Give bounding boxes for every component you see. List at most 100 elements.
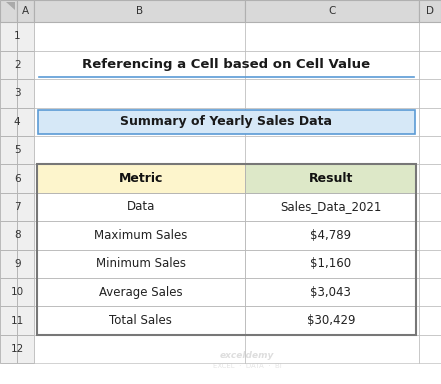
Bar: [34, 335, 245, 363]
Polygon shape: [6, 2, 15, 10]
Bar: [245, 136, 419, 164]
Bar: [245, 193, 416, 221]
Bar: [34, 250, 245, 278]
Bar: [34, 193, 245, 221]
Bar: [419, 164, 441, 193]
Bar: [0, 278, 17, 306]
Bar: [419, 0, 441, 22]
Bar: [245, 79, 419, 108]
Bar: [17, 164, 34, 193]
Text: 12: 12: [11, 344, 24, 354]
Text: 6: 6: [14, 174, 21, 184]
Bar: [419, 278, 441, 306]
Bar: [0, 22, 17, 51]
Bar: [0, 306, 17, 335]
Bar: [0, 164, 17, 193]
Bar: [17, 221, 34, 250]
Bar: [17, 0, 34, 22]
Text: 11: 11: [11, 316, 24, 326]
Bar: [0, 335, 17, 363]
Text: $1,160: $1,160: [310, 257, 351, 270]
Bar: [17, 51, 34, 79]
Bar: [17, 22, 34, 51]
Bar: [34, 306, 245, 335]
Bar: [17, 136, 34, 164]
Bar: [0, 250, 17, 278]
Bar: [0, 193, 17, 221]
Bar: [34, 136, 245, 164]
Text: $3,043: $3,043: [310, 286, 351, 299]
Text: A: A: [22, 6, 29, 16]
Bar: [419, 193, 441, 221]
Text: C: C: [328, 6, 336, 16]
Bar: [34, 108, 245, 136]
Bar: [34, 278, 245, 306]
Text: EXCEL  ·  DATA  ·  BI: EXCEL · DATA · BI: [213, 363, 281, 369]
Text: $30,429: $30,429: [306, 314, 355, 327]
Text: Data: Data: [127, 200, 155, 214]
Bar: [245, 250, 416, 278]
Text: 1: 1: [14, 31, 21, 41]
Bar: [34, 79, 245, 108]
Text: D: D: [426, 6, 434, 16]
Text: 3: 3: [14, 88, 21, 98]
Bar: [17, 193, 34, 221]
Bar: [34, 22, 245, 51]
Bar: [34, 0, 245, 22]
Bar: [0, 221, 17, 250]
Bar: [17, 335, 34, 363]
Bar: [17, 79, 34, 108]
Bar: [0, 51, 17, 79]
Text: 10: 10: [11, 287, 24, 297]
Bar: [245, 164, 416, 193]
Text: 4: 4: [14, 117, 21, 127]
Text: Referencing a Cell based on Cell Value: Referencing a Cell based on Cell Value: [82, 58, 370, 71]
Bar: [419, 79, 441, 108]
Text: Total Sales: Total Sales: [109, 314, 172, 327]
Bar: [17, 278, 34, 306]
Text: 8: 8: [14, 230, 21, 240]
Bar: [245, 221, 419, 250]
Bar: [245, 193, 419, 221]
Bar: [245, 250, 419, 278]
Text: Summary of Yearly Sales Data: Summary of Yearly Sales Data: [120, 115, 333, 128]
Bar: [37, 278, 245, 306]
Bar: [419, 51, 441, 79]
Bar: [245, 221, 416, 250]
Bar: [0, 79, 17, 108]
Bar: [0, 0, 17, 22]
Text: 5: 5: [14, 145, 21, 155]
Text: Minimum Sales: Minimum Sales: [96, 257, 186, 270]
Bar: [17, 108, 34, 136]
Bar: [419, 335, 441, 363]
Bar: [0, 136, 17, 164]
Bar: [34, 164, 245, 193]
Bar: [37, 164, 416, 335]
Bar: [37, 164, 245, 193]
Bar: [37, 193, 245, 221]
Bar: [17, 250, 34, 278]
Bar: [37, 221, 245, 250]
Text: B: B: [136, 6, 143, 16]
Bar: [419, 136, 441, 164]
Text: exceldemy: exceldemy: [220, 351, 274, 360]
Bar: [245, 278, 416, 306]
Text: 9: 9: [14, 259, 21, 269]
Text: $4,789: $4,789: [310, 229, 351, 242]
Text: 7: 7: [14, 202, 21, 212]
Text: Result: Result: [309, 172, 353, 185]
Bar: [37, 250, 245, 278]
Bar: [245, 278, 419, 306]
Bar: [245, 306, 419, 335]
Bar: [34, 221, 245, 250]
Bar: [34, 51, 245, 79]
Text: Maximum Sales: Maximum Sales: [94, 229, 187, 242]
Bar: [245, 22, 419, 51]
Bar: [38, 110, 415, 134]
Bar: [419, 306, 441, 335]
Bar: [419, 221, 441, 250]
Bar: [245, 0, 419, 22]
Bar: [245, 164, 419, 193]
Bar: [245, 306, 416, 335]
Bar: [245, 335, 419, 363]
